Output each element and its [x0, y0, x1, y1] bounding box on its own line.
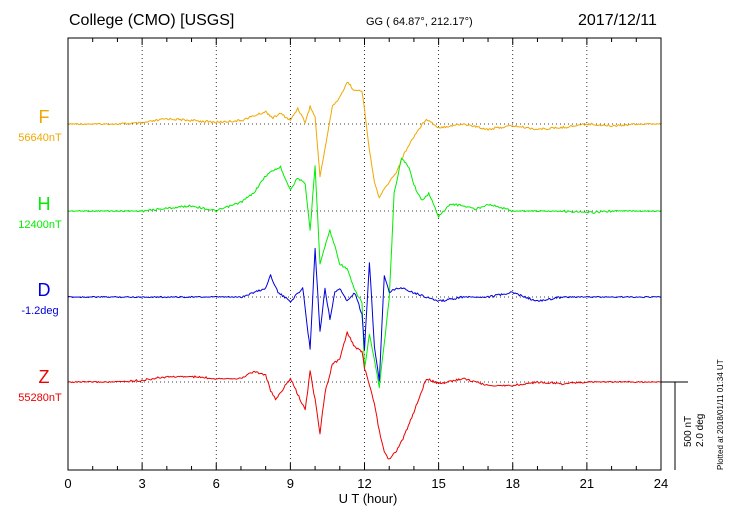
- x-axis-tick-label: 21: [580, 476, 594, 491]
- channel-baseline-z: 55280nT: [18, 392, 62, 404]
- plot-date: 2017/12/11: [578, 12, 657, 29]
- channel-baseline-f: 56640nT: [18, 132, 62, 144]
- scale-nt-label: 500 nT: [683, 416, 694, 447]
- x-axis-tick-labels: 0 3 6 9 12 15 18 21 24: [64, 476, 668, 491]
- channel-label-h: H: [38, 194, 51, 214]
- trace-f: [67, 81, 662, 199]
- station-coordinates: GG ( 64.87°, 212.17°): [366, 16, 473, 28]
- grid-lines: [68, 38, 661, 470]
- scale-deg-label: 2.0 deg: [695, 414, 706, 447]
- data-traces: [67, 81, 662, 460]
- channel-label-z: Z: [39, 367, 50, 387]
- x-axis-tick-label: 9: [287, 476, 294, 491]
- trace-h: [67, 157, 662, 389]
- trace-d: [67, 247, 662, 382]
- trace-z: [67, 331, 662, 460]
- x-axis-tick-label: 18: [506, 476, 520, 491]
- x-axis-tick-label: 15: [431, 476, 445, 491]
- channel-label-f: F: [39, 107, 50, 127]
- x-axis-tick-label: 3: [139, 476, 146, 491]
- channel-baseline-h: 12400nT: [18, 219, 62, 231]
- x-axis-ticks: [67, 38, 662, 470]
- x-axis-tick-label: 0: [64, 476, 71, 491]
- x-axis-tick-label: 12: [357, 476, 371, 491]
- x-axis-tick-label: 24: [654, 476, 668, 491]
- station-title: College (CMO) [USGS]: [69, 12, 235, 29]
- channel-label-d: D: [38, 280, 51, 300]
- channel-baseline-d: -1.2deg: [21, 305, 58, 317]
- plot-timestamp: Plotted at 2018/01/11 01:34 UT: [716, 359, 725, 470]
- x-axis-title: U T (hour): [339, 491, 398, 506]
- x-axis-tick-label: 6: [213, 476, 220, 491]
- scale-bar: 500 nT 2.0 deg: [661, 381, 706, 470]
- channel-labels: F 56640nT H 12400nT D -1.2deg Z 55280nT: [18, 107, 62, 404]
